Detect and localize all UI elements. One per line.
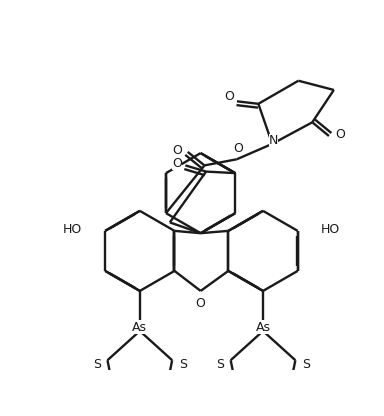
Text: O: O <box>196 297 205 310</box>
Text: O: O <box>335 128 345 141</box>
Text: S: S <box>302 358 310 371</box>
Text: O: O <box>172 156 182 170</box>
Text: N: N <box>269 134 278 146</box>
Text: S: S <box>216 358 224 371</box>
Text: HO: HO <box>63 223 83 236</box>
Text: As: As <box>255 322 270 334</box>
Text: O: O <box>224 90 234 103</box>
Text: O: O <box>172 144 182 157</box>
Text: S: S <box>179 358 187 371</box>
Text: S: S <box>93 358 101 371</box>
Text: As: As <box>132 322 147 334</box>
Text: HO: HO <box>320 223 340 236</box>
Text: O: O <box>233 142 243 155</box>
